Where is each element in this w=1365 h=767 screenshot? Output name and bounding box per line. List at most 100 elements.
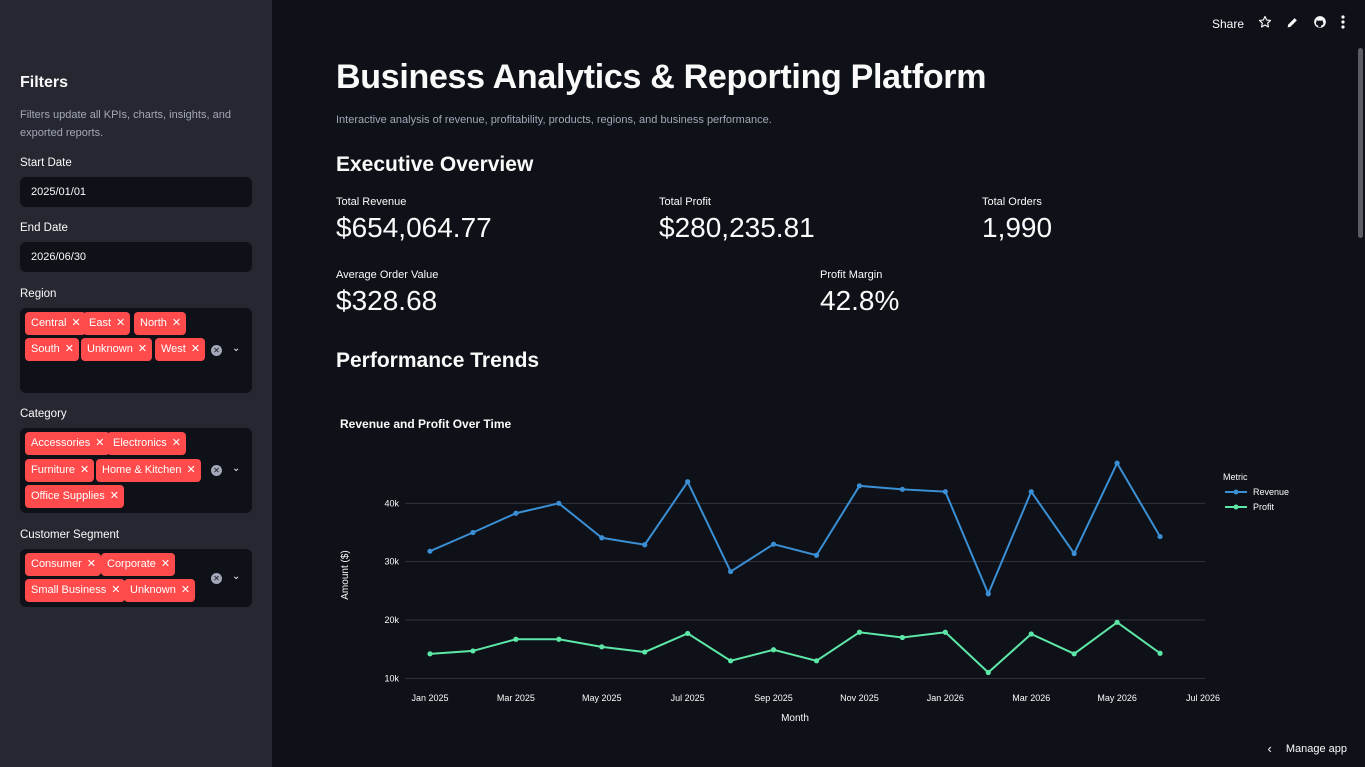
end-date-input[interactable]: 2026/06/30: [20, 242, 252, 272]
segment-tag[interactable]: Corporate ✕: [101, 553, 176, 576]
segment-tag[interactable]: Consumer ✕: [25, 553, 101, 576]
data-point-profit[interactable]: [470, 648, 476, 654]
category-multiselect[interactable]: Accessories ✕ Electronics ✕ Furniture ✕ Hom…: [20, 428, 252, 513]
main-scrollbar[interactable]: [1358, 48, 1363, 238]
data-point-revenue[interactable]: [728, 568, 734, 575]
region-tag[interactable]: Central ✕: [25, 312, 86, 335]
data-point-revenue[interactable]: [599, 535, 605, 541]
data-point-revenue[interactable]: [856, 483, 863, 489]
category-tag[interactable]: Home & Kitchen ✕: [96, 459, 201, 482]
sidebar-description: Filters update all KPIs, charts, insight…: [20, 109, 231, 139]
data-point-revenue[interactable]: [1071, 550, 1077, 557]
share-button[interactable]: Share: [1211, 16, 1244, 31]
remove-tag-icon[interactable]: ✕: [186, 464, 196, 476]
data-point-revenue[interactable]: [985, 591, 991, 597]
category-tag[interactable]: Electronics ✕: [107, 432, 187, 455]
manage-app-button[interactable]: ‹ Manage app: [1267, 741, 1347, 756]
data-point-revenue[interactable]: [1028, 489, 1034, 495]
region-tag[interactable]: Unknown ✕: [81, 338, 153, 361]
chevron-down-icon[interactable]: ⌄: [232, 343, 241, 354]
region-multiselect[interactable]: Central ✕ East ✕ North ✕ South ✕ Unknown ✕ We…: [20, 308, 252, 393]
data-point-profit[interactable]: [427, 651, 433, 657]
legend-item-revenue[interactable]: Revenue: [1253, 487, 1289, 497]
region-tag[interactable]: East ✕: [83, 312, 131, 335]
data-point-profit[interactable]: [770, 647, 777, 653]
x-tick-label: Mar 2026: [1012, 693, 1050, 703]
remove-tag-icon[interactable]: ✕: [64, 343, 74, 355]
data-point-revenue[interactable]: [470, 529, 476, 536]
data-point-profit[interactable]: [513, 636, 519, 642]
data-point-profit[interactable]: [1071, 651, 1077, 657]
category-tag[interactable]: Accessories ✕: [25, 432, 110, 455]
chevron-down-icon[interactable]: ⌄: [232, 463, 241, 474]
segment-multiselect[interactable]: Consumer ✕ Corporate ✕ Small Business ✕ Unk…: [20, 549, 252, 607]
data-point-revenue[interactable]: [513, 510, 519, 516]
data-point-profit[interactable]: [1157, 650, 1163, 656]
series-line-profit[interactable]: [429, 621, 1161, 674]
remove-tag-icon[interactable]: ✕: [116, 317, 126, 329]
start-date-label: Start Date: [20, 157, 72, 169]
remove-tag-icon[interactable]: ✕: [190, 343, 201, 355]
region-tag[interactable]: West ✕: [155, 338, 206, 361]
more-vertical-icon[interactable]: [1341, 15, 1345, 32]
region-tag[interactable]: North ✕: [134, 312, 187, 335]
data-point-revenue[interactable]: [770, 541, 777, 547]
star-icon[interactable]: [1258, 15, 1272, 32]
clear-all-icon[interactable]: ✕: [211, 465, 222, 476]
legend-item-profit[interactable]: Profit: [1253, 502, 1275, 512]
category-label: Category: [20, 408, 67, 420]
y-tick-label: 20k: [384, 615, 399, 625]
kpi-label: Total Orders: [982, 196, 1042, 208]
clear-all-icon[interactable]: ✕: [211, 345, 222, 356]
data-point-revenue[interactable]: [427, 548, 433, 554]
segment-tag[interactable]: Unknown ✕: [124, 579, 196, 602]
clear-all-icon[interactable]: ✕: [211, 573, 222, 584]
remove-tag-icon[interactable]: ✕: [71, 317, 81, 329]
data-point-profit[interactable]: [856, 629, 863, 635]
data-point-revenue[interactable]: [899, 486, 905, 492]
start-date-input[interactable]: 2025/01/01: [20, 177, 252, 207]
series-line-revenue[interactable]: [429, 460, 1161, 597]
remove-tag-icon[interactable]: ✕: [180, 584, 191, 596]
remove-tag-icon[interactable]: ✕: [95, 437, 105, 449]
remove-tag-icon[interactable]: ✕: [109, 490, 120, 502]
data-point-revenue[interactable]: [685, 479, 691, 485]
remove-tag-icon[interactable]: ✕: [137, 343, 148, 355]
data-point-profit[interactable]: [642, 649, 648, 655]
revenue-profit-line-chart[interactable]: Revenue and Profit Over Time 10k 20k 30k 40…: [330, 405, 1300, 735]
data-point-profit[interactable]: [942, 629, 948, 635]
data-point-profit[interactable]: [599, 644, 605, 650]
data-point-profit[interactable]: [1114, 619, 1120, 625]
data-point-revenue[interactable]: [642, 542, 648, 548]
executive-overview-heading: Executive Overview: [336, 153, 534, 176]
data-point-profit[interactable]: [899, 634, 905, 641]
data-point-revenue[interactable]: [556, 500, 562, 506]
region-tag[interactable]: South ✕: [25, 338, 79, 361]
data-point-profit[interactable]: [1028, 631, 1034, 637]
category-tag[interactable]: Office Supplies ✕: [25, 485, 125, 508]
github-icon[interactable]: [1313, 15, 1327, 32]
kpi-label: Average Order Value: [336, 269, 439, 281]
data-point-revenue[interactable]: [1114, 460, 1120, 466]
chevron-down-icon[interactable]: ⌄: [232, 571, 241, 582]
remove-tag-icon[interactable]: ✕: [160, 558, 171, 570]
data-point-revenue[interactable]: [813, 552, 820, 558]
data-point-profit[interactable]: [985, 669, 991, 676]
segment-tag[interactable]: Small Business ✕: [25, 579, 126, 602]
remove-tag-icon[interactable]: ✕: [86, 558, 96, 570]
data-point-profit[interactable]: [813, 658, 820, 664]
remove-tag-icon[interactable]: ✕: [111, 584, 121, 596]
remove-tag-icon[interactable]: ✕: [171, 437, 182, 449]
data-point-revenue[interactable]: [942, 489, 948, 495]
edit-pencil-icon[interactable]: [1286, 16, 1299, 32]
data-point-revenue[interactable]: [1157, 533, 1163, 540]
chevron-left-icon: ‹: [1267, 741, 1272, 756]
data-point-profit[interactable]: [728, 658, 734, 664]
remove-tag-icon[interactable]: ✕: [80, 464, 90, 476]
data-point-profit[interactable]: [556, 636, 562, 642]
chart-legend: Metric Revenue Profit: [1223, 472, 1289, 512]
remove-tag-icon[interactable]: ✕: [171, 317, 182, 329]
data-point-profit[interactable]: [685, 630, 691, 637]
category-tag[interactable]: Furniture ✕: [25, 459, 95, 482]
chart-title: Revenue and Profit Over Time: [340, 417, 511, 431]
